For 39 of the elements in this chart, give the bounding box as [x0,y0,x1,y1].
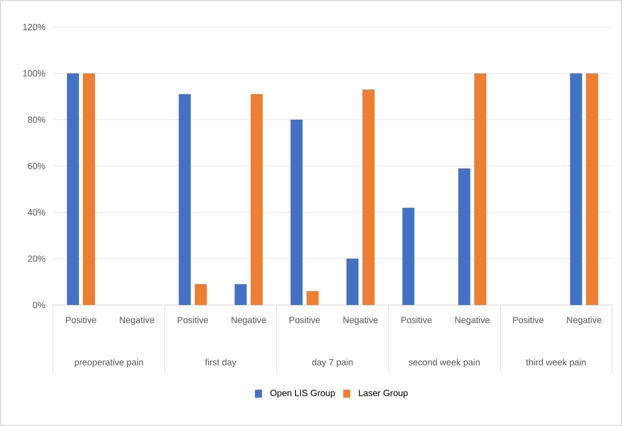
x-tick-label: Positive [178,316,208,324]
text: second week pain [408,358,480,368]
bar [346,258,358,305]
y-tick-label: 120% [23,24,46,30]
y-tick-label: 60% [28,162,46,170]
x-tick-label: Negative [455,316,490,325]
bar [586,73,598,305]
bar [402,208,414,305]
bar [570,73,582,305]
x-tick-label: Negative [120,316,154,325]
bar [234,284,247,305]
bar [250,94,263,305]
y-tick-label: 80% [28,116,46,123]
x-tick-label: Negative [232,316,266,325]
x-tick-label: Negative [567,316,602,325]
text: preoperative pain [74,358,143,368]
x-tick-label: Positive [513,316,544,324]
y-tick-label: 20% [28,255,46,262]
x-tick-label: Positive [290,316,320,324]
bar [66,73,79,305]
bar [306,291,319,305]
y-tick-label: 40% [28,209,46,216]
legend-label: Open LIS Group [270,390,335,398]
bar [458,168,470,305]
bar [194,284,207,305]
bar [82,73,95,305]
text: third week pain [526,358,586,368]
bar [362,90,374,305]
bar [290,120,303,305]
legend-label: Laser Group [358,390,408,398]
text: day 7 pain [312,358,353,368]
y-tick-label: 100% [23,70,46,77]
x-tick-label: Negative [344,316,378,325]
bar [474,73,486,305]
bar [178,94,191,305]
x-tick-label: Positive [401,316,432,324]
y-tick-label: 0% [32,302,46,308]
text: first day [205,358,236,368]
x-tick-label: Positive [66,316,96,324]
